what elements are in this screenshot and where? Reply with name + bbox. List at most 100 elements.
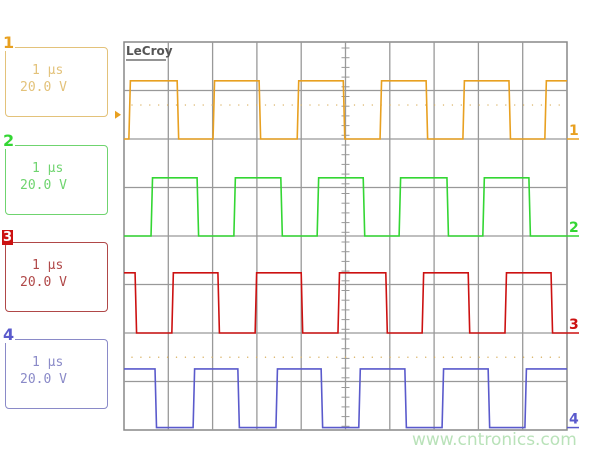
reference-dot (469, 104, 471, 106)
reference-dot (211, 104, 213, 106)
reference-dot (300, 356, 302, 358)
reference-dot (344, 104, 347, 106)
reference-dot (184, 356, 187, 358)
channel-4-timebase: 1 μs (32, 355, 64, 370)
channel-1-scale: 20.0 V (20, 80, 67, 95)
reference-dot (442, 356, 445, 358)
reference-dot (478, 356, 480, 358)
reference-dot (202, 356, 204, 358)
reference-dot (451, 104, 454, 106)
reference-dot (505, 104, 507, 106)
reference-dot (140, 104, 142, 106)
channel-1-marker: 1 (569, 123, 579, 139)
reference-dot (255, 356, 258, 358)
channel-3-timebase: 1 μs (32, 258, 64, 273)
channel-3-box[interactable]: 3 1 μs 20.0 V (2, 230, 108, 312)
reference-dot (558, 356, 560, 358)
reference-dot (255, 104, 258, 106)
reference-dot (211, 356, 213, 358)
reference-dot (300, 104, 302, 106)
reference-dot (442, 104, 445, 106)
reference-dot (558, 104, 560, 106)
reference-dot (540, 356, 543, 358)
channel-2-marker: 2 (569, 220, 579, 236)
channel-1-trace (124, 80, 567, 140)
reference-dot (193, 356, 195, 358)
reference-dot (380, 356, 382, 358)
reference-dot (193, 104, 195, 106)
reference-dot (264, 104, 267, 106)
channel-3-trace (124, 272, 567, 334)
reference-dot (202, 104, 204, 106)
reference-dot (389, 356, 391, 358)
reference-dot (469, 356, 471, 358)
channel-3-scale: 20.0 V (20, 275, 67, 290)
reference-dot (309, 356, 311, 358)
reference-dot (549, 356, 551, 358)
reference-dot (514, 356, 516, 358)
reference-dot (407, 356, 409, 358)
trigger-arrow-icon (115, 110, 121, 119)
watermark: www.cntronics.com (412, 430, 577, 450)
reference-dot (309, 104, 311, 106)
reference-dot (282, 104, 284, 106)
reference-dot (149, 104, 151, 106)
reference-dot (433, 356, 436, 358)
reference-dot (505, 356, 507, 358)
reference-dot (487, 356, 489, 358)
channel-3-marker: 3 (569, 317, 579, 333)
reference-dot (460, 104, 462, 106)
reference-dot (131, 356, 133, 358)
reference-dot (247, 104, 249, 106)
reference-dot (158, 356, 160, 358)
reference-dot (291, 356, 293, 358)
channel-2-scale: 20.0 V (20, 178, 67, 193)
reference-dot (238, 356, 240, 358)
reference-dot (247, 356, 249, 358)
channel-2-label: 2 (2, 131, 16, 150)
channel-1-label: 1 (2, 33, 16, 52)
reference-dot (416, 356, 418, 358)
reference-dot (478, 104, 480, 106)
reference-dot (175, 104, 178, 106)
reference-dot (425, 356, 427, 358)
channel-3-label: 3 (2, 230, 14, 245)
channel-2-trace (124, 177, 567, 237)
reference-dot (166, 104, 169, 106)
reference-dot (496, 356, 498, 358)
reference-dot (549, 104, 551, 106)
reference-dot (487, 104, 489, 106)
reference-dot (416, 104, 418, 106)
reference-dot (531, 104, 534, 106)
reference-dot (540, 104, 543, 106)
channel-4-scale: 20.0 V (20, 372, 67, 387)
reference-dot (264, 356, 267, 358)
channel-4-box[interactable]: 4 1 μs 20.0 V (2, 327, 108, 409)
reference-dot (389, 104, 391, 106)
reference-dot (353, 356, 356, 358)
channel-1-box[interactable]: 1 1 μs 20.0 V (2, 35, 108, 117)
grid (123, 41, 568, 431)
reference-dot (522, 356, 525, 358)
reference-dot (318, 356, 320, 358)
channel-1-timebase: 1 μs (32, 63, 64, 78)
reference-dot (460, 356, 462, 358)
reference-dot (451, 356, 454, 358)
reference-dot (398, 104, 400, 106)
reference-dot (522, 104, 525, 106)
reference-dot (531, 356, 534, 358)
reference-dot (318, 104, 320, 106)
channel-2-box[interactable]: 2 1 μs 20.0 V (2, 133, 108, 215)
channel-2-timebase: 1 μs (32, 161, 64, 176)
reference-dot (496, 104, 498, 106)
reference-dot (371, 356, 373, 358)
waveforms: 1 2 3 4 (115, 80, 579, 429)
reference-dot (140, 356, 142, 358)
reference-dot (433, 104, 436, 106)
reference-dot (407, 104, 409, 106)
reference-dot (166, 356, 169, 358)
reference-dot (220, 104, 222, 106)
reference-dot (184, 104, 187, 106)
channel-4-marker: 4 (569, 412, 579, 428)
